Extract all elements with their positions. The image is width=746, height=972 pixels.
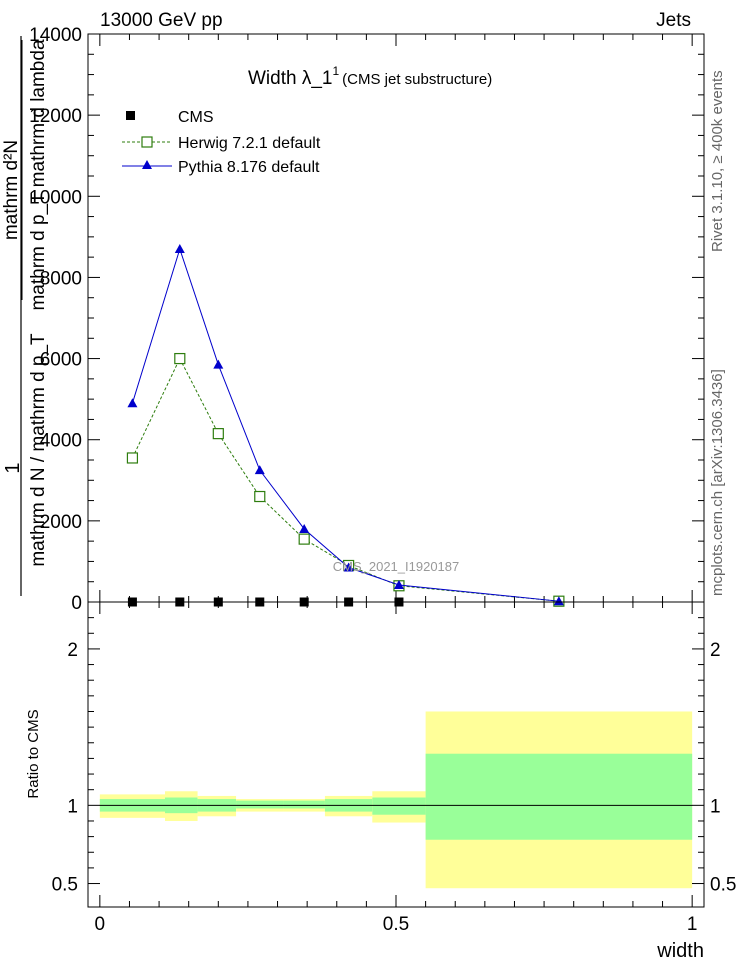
series-point-herwig <box>298 533 310 545</box>
main-y-axis-label: 1 mathrm d²N mathrm d p_T mathrm d lambd… <box>1 36 49 596</box>
legend-marker-pythia <box>142 160 152 169</box>
series-point-pythia <box>213 359 224 369</box>
ratio-green-band <box>236 800 284 809</box>
series-point-herwig <box>126 452 139 464</box>
header-left-label: 13000 GeV pp <box>100 10 223 31</box>
series-point-pythia <box>393 579 404 589</box>
main-plot-panel: 0 2000 4000 6000 8000 10000 12000 14000 <box>29 25 705 614</box>
chart-subtitle: (CMS jet substructure) <box>342 71 492 88</box>
y-tick-label: 2000 <box>40 512 82 533</box>
series-point-pythia <box>343 562 354 572</box>
ratio-plot-panel: 0.5 0.5 1 1 2 2 0 0.5 1 <box>52 601 736 935</box>
ratio-green-band <box>283 800 325 809</box>
series-point-pythia <box>553 596 564 606</box>
y-tick-label: 0 <box>71 593 82 614</box>
legend-label-cms: CMS <box>178 109 214 126</box>
y-tick-label: 4000 <box>40 431 82 452</box>
chart-title: Width λ_11 (CMS jet substructure) <box>248 64 492 89</box>
legend-marker-herwig <box>141 136 153 148</box>
series-point-herwig <box>212 428 224 440</box>
ratio-y-axis-label: Ratio to CMS <box>25 709 42 798</box>
y-tick-label: 6000 <box>40 350 82 371</box>
ratio-green-band <box>372 797 426 815</box>
ratio-y-tick-label-left: 1 <box>67 796 78 817</box>
chart-title-text: Width λ_1 <box>248 68 332 89</box>
series-line-2 <box>131 247 559 602</box>
y-label-prefix: 1 <box>2 462 24 473</box>
main-axis-ticks: 0 2000 4000 6000 8000 10000 12000 14000 <box>29 25 704 614</box>
ratio-y-tick-label-right: 1 <box>710 796 721 817</box>
series-line-1 <box>131 357 559 602</box>
ratio-band-layer <box>99 711 693 889</box>
y-tick-label: 12000 <box>29 106 82 127</box>
rivet-info-label: Rivet 3.1.10, ≥ 400k events <box>709 70 726 252</box>
series-point-herwig <box>254 490 266 503</box>
series-point-pythia <box>127 398 138 408</box>
ratio-axis-ticks: 0.5 0.5 1 1 2 2 0 0.5 1 <box>52 602 736 935</box>
y-tick-label: 10000 <box>29 187 82 208</box>
series-point-herwig <box>174 352 186 365</box>
legend-label-herwig: Herwig 7.2.1 default <box>178 135 321 152</box>
main-series-layer <box>126 244 565 607</box>
legend-marker-cms <box>126 111 135 120</box>
y-label-lower: mathrm d N / mathrm d p_T <box>28 333 49 567</box>
ratio-green-band <box>425 753 693 840</box>
header-right-label: Jets <box>656 10 691 31</box>
chart-title-superscript: 1 <box>332 64 339 78</box>
x-axis-label: width <box>656 940 704 962</box>
legend-label-pythia: Pythia 8.176 default <box>178 159 320 176</box>
ratio-y-tick-label-right: 2 <box>710 640 721 661</box>
y-label-denominator: mathrm d p_T mathrm d lambda <box>28 39 49 310</box>
ratio-y-tick-label-left: 2 <box>67 640 78 661</box>
x-tick-label: 0 <box>95 914 106 935</box>
mcplots-label: mcplots.cern.ch [arXiv:1306.3436] <box>709 369 726 596</box>
ratio-y-tick-label-right: 0.5 <box>710 875 736 896</box>
x-tick-label: 1 <box>687 914 698 935</box>
analysis-watermark: CMS_2021_I1920187 <box>333 559 460 574</box>
legend: CMS Herwig 7.2.1 default Pythia 8.176 de… <box>122 109 321 176</box>
ratio-y-tick-label-left: 0.5 <box>52 875 78 896</box>
y-tick-label: 14000 <box>29 25 82 46</box>
y-tick-label: 8000 <box>40 268 82 289</box>
y-label-numerator: mathrm d²N <box>1 140 22 240</box>
series-point-pythia <box>254 465 265 475</box>
series-point-pythia <box>174 244 185 254</box>
x-tick-label: 0.5 <box>383 914 409 935</box>
series-point-pythia <box>299 523 310 533</box>
